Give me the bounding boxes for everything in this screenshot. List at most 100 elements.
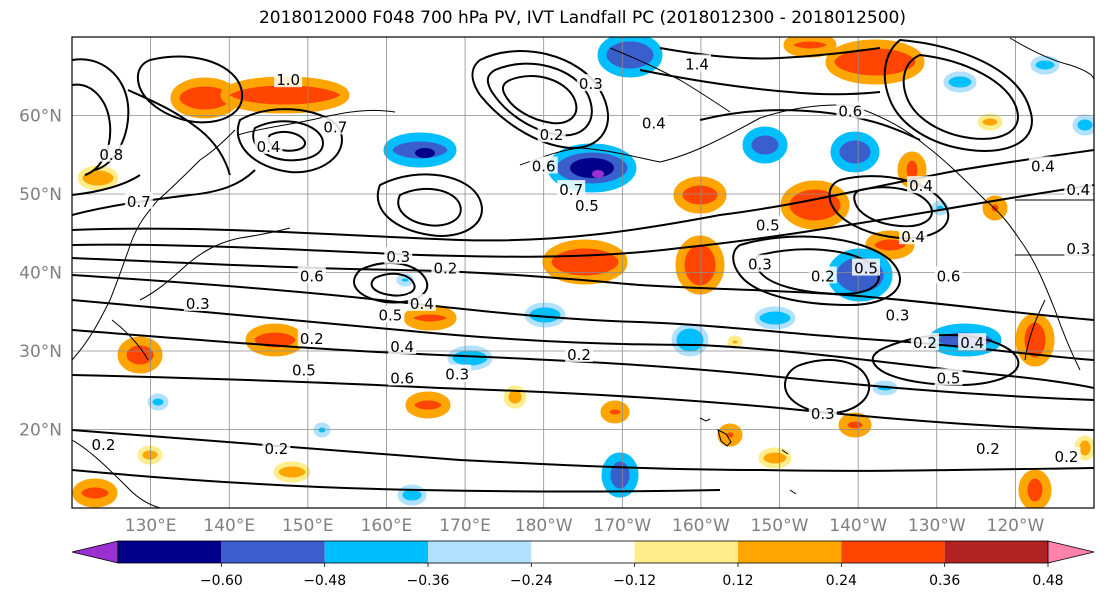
contour-label-bg xyxy=(376,305,405,323)
contour-label: 0.4 xyxy=(257,138,281,156)
contour-labels: 1.01.40.30.40.20.60.70.50.80.70.40.70.30… xyxy=(89,54,1093,466)
contour-label: 0.3 xyxy=(579,75,603,93)
colorbar xyxy=(71,540,1095,564)
longitude-label: 140°W xyxy=(829,516,887,536)
colorbar-tick-label: −0.48 xyxy=(303,573,346,589)
contour-label-bg xyxy=(529,156,558,174)
contour-label-bg xyxy=(808,403,837,421)
colorbar-tick-label: 0.36 xyxy=(929,573,960,589)
contour-label-bg xyxy=(388,368,417,386)
longitude-label: 120°W xyxy=(987,516,1045,536)
contour-label-bg xyxy=(907,176,936,194)
longitude-labels: 130°E 140°E 150°E 160°E 170°E 180°W 170°W 160°W… xyxy=(125,516,1045,536)
colorbar-extend-max xyxy=(1047,540,1095,564)
contour-label-bg xyxy=(973,439,1002,457)
colorbar-segment xyxy=(531,541,635,563)
contour-label: 0.4 xyxy=(909,177,933,195)
contour-label: 0.5 xyxy=(378,307,402,325)
contour-label-bg xyxy=(682,54,711,72)
colorbar-segment xyxy=(634,541,738,563)
contour-label-bg xyxy=(274,70,303,88)
contour-label: 0.2 xyxy=(92,436,116,454)
contour-label-bg xyxy=(836,101,865,119)
contour-label: 0.2 xyxy=(811,267,835,285)
contour-label-bg xyxy=(745,254,774,272)
contour-label: 0.2 xyxy=(567,346,591,364)
contour-label: 0.2 xyxy=(264,440,288,458)
contour-label: 0.6 xyxy=(300,267,324,285)
colorbar-segment xyxy=(738,541,842,563)
contour-label: 0.4 xyxy=(901,228,925,246)
colorbar-segment xyxy=(118,541,222,563)
contour-label: 0.4 xyxy=(1031,158,1055,176)
longitude-label: 160°W xyxy=(672,516,730,536)
contour-label-bg xyxy=(934,266,963,284)
colorbar-segment xyxy=(841,541,945,563)
contour-label: 0.3 xyxy=(886,307,910,325)
colorbar-segment xyxy=(944,541,1048,563)
latitude-label: 60°N xyxy=(19,107,62,127)
longitude-label: 170°W xyxy=(593,516,651,536)
colorbar-tick-label: −0.12 xyxy=(613,573,656,589)
longitude-label: 180°W xyxy=(515,516,573,536)
contour-label: 0.2 xyxy=(540,126,564,144)
contour-label-bg xyxy=(537,125,566,143)
contour-label: 0.3 xyxy=(186,295,210,313)
contour-label-bg xyxy=(443,364,472,382)
longitude-label: 130°E xyxy=(125,516,177,536)
contour-label: 0.5 xyxy=(292,362,316,380)
contour-label-bg xyxy=(883,305,912,323)
contour-label: 0.4 xyxy=(1066,181,1090,199)
contour-label: 0.5 xyxy=(854,260,878,278)
colorbar-tick-label: 0.12 xyxy=(722,573,753,589)
colorbar-tick-label: 0.24 xyxy=(826,573,857,589)
longitude-label: 150°W xyxy=(751,516,809,536)
contour-label-bg xyxy=(753,215,782,233)
contour-label: 0.5 xyxy=(575,197,599,215)
positive-anomaly xyxy=(72,37,1055,508)
longitude-label: 170°E xyxy=(439,516,491,536)
contour-label-bg xyxy=(254,136,283,154)
contour-label: 1.4 xyxy=(685,55,709,73)
contour-label: 0.3 xyxy=(748,256,772,274)
contour-label: 0.2 xyxy=(433,260,457,278)
map-title: 2018012000 F048 700 hPa PV, IVT Landfall… xyxy=(258,8,906,28)
latitude-label: 30°N xyxy=(19,342,62,362)
contour-label-bg xyxy=(1064,180,1093,198)
longitude-label: 150°E xyxy=(282,516,334,536)
contour-label: 0.2 xyxy=(300,330,324,348)
contour-label-bg xyxy=(124,191,153,209)
longitude-label: 160°E xyxy=(361,516,413,536)
contour-label: 0.8 xyxy=(99,146,123,164)
contour-label-bg xyxy=(899,227,928,245)
contour-label: 0.4 xyxy=(960,334,984,352)
latitude-labels: 60°N 50°N 40°N 30°N 20°N xyxy=(19,107,62,441)
contour-label-bg xyxy=(572,195,601,213)
pv-contours xyxy=(72,38,1094,493)
contour-label-bg xyxy=(183,293,212,311)
contour-label-bg xyxy=(289,360,318,378)
latitude-label: 20°N xyxy=(19,421,62,441)
contour-label-bg xyxy=(1028,156,1057,174)
colorbar-segment xyxy=(324,541,428,563)
contour-label: 0.3 xyxy=(1066,240,1090,258)
contour-label-bg xyxy=(852,258,881,276)
contour-label: 0.5 xyxy=(937,369,961,387)
longitude-label: 130°W xyxy=(908,516,966,536)
longitude-label: 140°E xyxy=(203,516,255,536)
contour-label-bg xyxy=(639,113,668,131)
contour-label: 0.2 xyxy=(1055,448,1079,466)
contour-label: 0.4 xyxy=(410,295,434,313)
contour-label-bg xyxy=(97,144,126,162)
contour-label: 0.3 xyxy=(445,366,469,384)
contour-label-bg xyxy=(1052,446,1081,464)
colorbar-tick-label: −0.60 xyxy=(200,573,243,589)
contour-label: 1.0 xyxy=(276,71,300,89)
contour-label: 0.7 xyxy=(323,118,347,136)
latitude-label: 40°N xyxy=(19,264,62,284)
contour-label-bg xyxy=(1064,238,1093,256)
contour-label: 0.7 xyxy=(127,193,151,211)
contour-label: 0.6 xyxy=(838,103,862,121)
colorbar-tick-label: −0.24 xyxy=(510,573,553,589)
